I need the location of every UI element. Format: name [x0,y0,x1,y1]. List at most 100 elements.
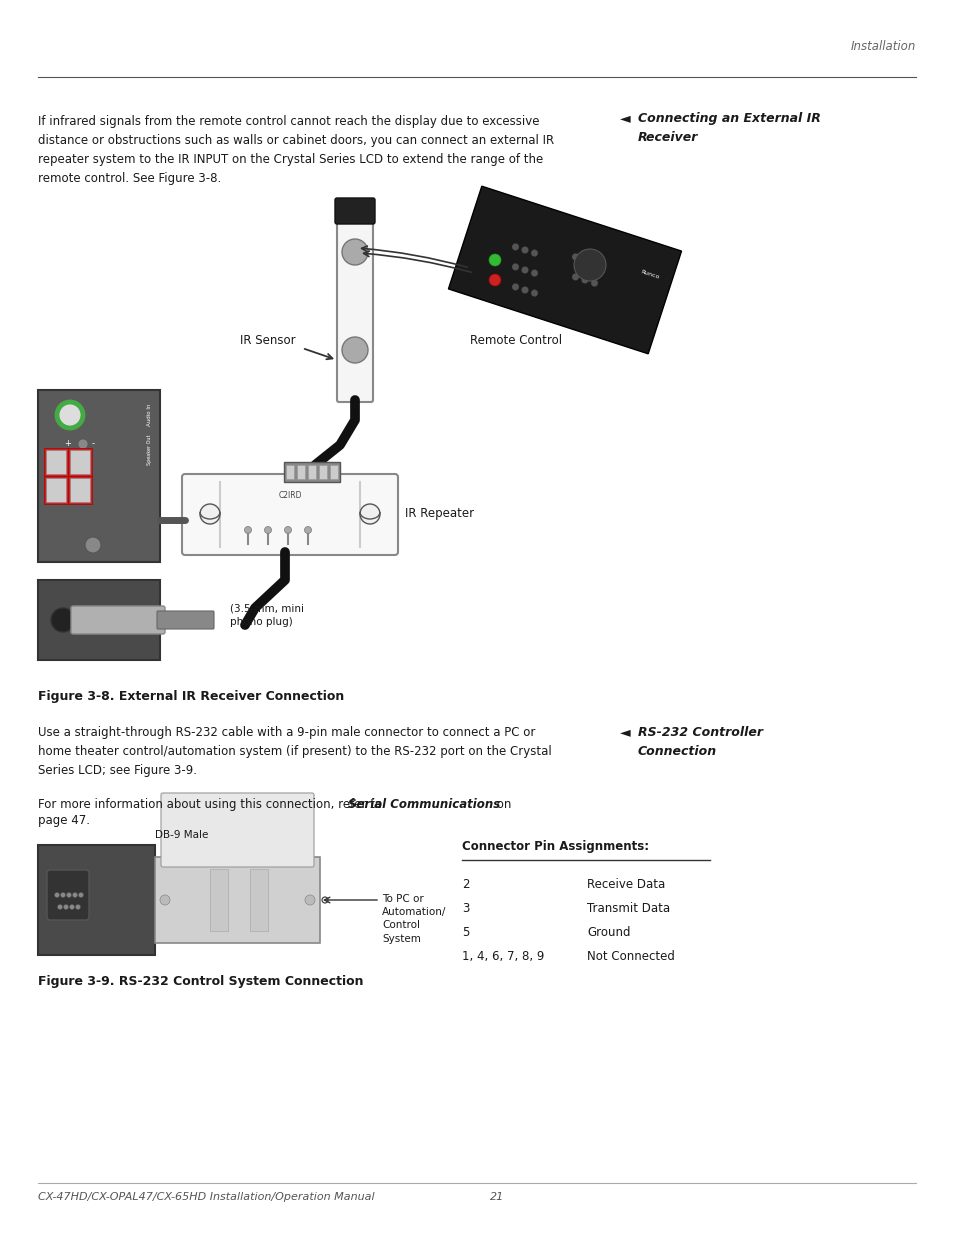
Circle shape [200,504,220,524]
Text: Transmit Data: Transmit Data [586,902,669,915]
FancyBboxPatch shape [336,219,373,403]
Circle shape [75,904,80,909]
Circle shape [160,895,170,905]
FancyBboxPatch shape [70,478,90,501]
Text: C2IRD: C2IRD [278,492,301,500]
Text: Connecting an External IR
Receiver: Connecting an External IR Receiver [638,112,820,144]
FancyBboxPatch shape [46,450,66,474]
Circle shape [512,243,518,251]
Text: RS-232 Controller
Connection: RS-232 Controller Connection [638,726,762,758]
FancyBboxPatch shape [161,793,314,867]
FancyBboxPatch shape [296,466,305,479]
Text: Receive Data: Receive Data [586,878,664,890]
Circle shape [531,269,537,277]
Circle shape [244,526,252,534]
Text: 21: 21 [490,1192,504,1202]
Text: 1, 4, 6, 7, 8, 9: 1, 4, 6, 7, 8, 9 [461,950,544,963]
FancyBboxPatch shape [182,474,397,555]
Circle shape [64,904,69,909]
Circle shape [531,289,537,296]
Circle shape [57,904,63,909]
Circle shape [341,240,368,266]
Circle shape [322,897,328,903]
FancyBboxPatch shape [38,845,154,955]
Text: 5: 5 [461,926,469,939]
Circle shape [78,438,88,450]
Circle shape [512,263,518,270]
Circle shape [57,403,83,429]
Circle shape [572,253,578,261]
Text: To PC or
Automation/
Control
System: To PC or Automation/ Control System [381,894,446,944]
FancyBboxPatch shape [308,466,315,479]
Circle shape [78,893,84,898]
Circle shape [72,893,77,898]
Text: +: + [65,440,71,448]
Text: IR Repeater: IR Repeater [405,508,474,520]
Circle shape [521,267,528,273]
Circle shape [304,526,312,534]
Circle shape [521,247,528,253]
Circle shape [531,249,537,257]
FancyBboxPatch shape [44,448,68,475]
FancyBboxPatch shape [44,475,68,504]
Text: Audio In: Audio In [148,404,152,426]
Circle shape [359,504,379,524]
FancyBboxPatch shape [154,857,319,944]
Text: page 47.: page 47. [38,814,90,827]
FancyBboxPatch shape [70,450,90,474]
Text: Ground: Ground [586,926,630,939]
Circle shape [60,893,66,898]
Text: If infrared signals from the remote control cannot reach the display due to exce: If infrared signals from the remote cont… [38,115,554,185]
Circle shape [264,526,272,534]
FancyBboxPatch shape [286,466,294,479]
FancyBboxPatch shape [38,580,160,659]
Polygon shape [448,186,680,353]
Text: 3: 3 [461,902,469,915]
FancyBboxPatch shape [68,448,91,475]
FancyBboxPatch shape [47,869,89,920]
FancyBboxPatch shape [71,606,165,634]
Text: Remote Control: Remote Control [470,333,561,347]
Circle shape [67,893,71,898]
Circle shape [591,279,598,287]
Circle shape [54,893,59,898]
FancyBboxPatch shape [68,475,91,504]
Circle shape [572,273,578,280]
Text: For more information about using this connection, refer to: For more information about using this co… [38,798,385,811]
Circle shape [305,895,314,905]
FancyBboxPatch shape [210,869,228,931]
Text: Connector Pin Assignments:: Connector Pin Assignments: [461,840,648,853]
FancyBboxPatch shape [250,869,268,931]
FancyBboxPatch shape [335,198,375,224]
FancyBboxPatch shape [157,611,213,629]
Circle shape [341,337,368,363]
Text: CX-47HD/CX-OPAL47/CX-65HD Installation/Operation Manual: CX-47HD/CX-OPAL47/CX-65HD Installation/O… [38,1192,375,1202]
Text: Speaker Out: Speaker Out [148,435,152,466]
Text: IR Sensor: IR Sensor [240,333,295,347]
Circle shape [489,254,500,266]
Circle shape [284,526,292,534]
Circle shape [581,257,588,263]
Text: Installation: Installation [850,41,915,53]
Text: Serial Communications: Serial Communications [348,798,499,811]
Text: (3.5-mm, mini
phono plug): (3.5-mm, mini phono plug) [230,604,304,626]
Text: ◄: ◄ [619,112,635,126]
Text: 2: 2 [461,878,469,890]
Text: Use a straight-through RS-232 cable with a 9-pin male connector to connect a PC : Use a straight-through RS-232 cable with… [38,726,551,777]
Text: Figure 3-8. External IR Receiver Connection: Figure 3-8. External IR Receiver Connect… [38,690,344,703]
Circle shape [574,249,605,282]
Text: Not Connected: Not Connected [586,950,674,963]
FancyBboxPatch shape [38,390,160,562]
Circle shape [581,277,588,284]
Text: Runco: Runco [639,269,659,280]
FancyBboxPatch shape [318,466,327,479]
Text: -: - [91,440,94,448]
Text: on: on [493,798,511,811]
Text: ◄: ◄ [619,726,635,740]
Text: Figure 3-9. RS-232 Control System Connection: Figure 3-9. RS-232 Control System Connec… [38,974,363,988]
FancyBboxPatch shape [46,478,66,501]
Circle shape [85,537,101,553]
FancyBboxPatch shape [284,462,339,482]
Circle shape [489,274,500,287]
Circle shape [512,283,518,290]
